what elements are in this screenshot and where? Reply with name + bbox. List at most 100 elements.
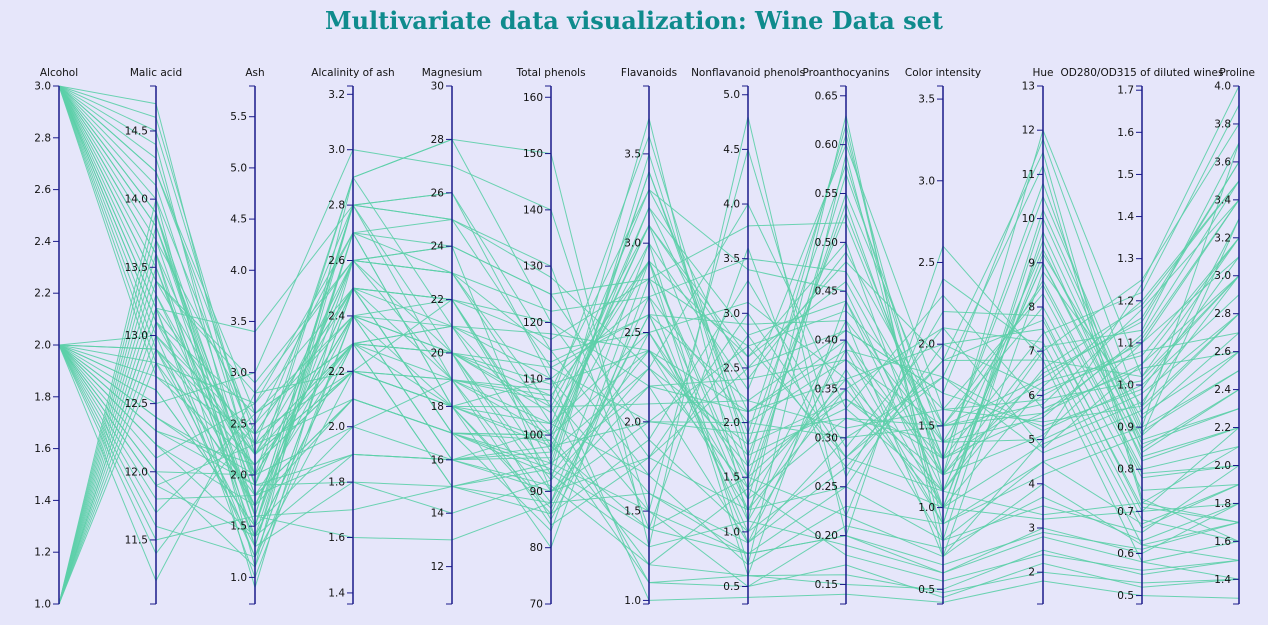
tick-label: 3.0 bbox=[624, 238, 641, 250]
tick-label: 3.6 bbox=[1214, 156, 1231, 168]
axis-hue: 2 3 4 5 6 7 8 9 10 11 12 13 Hue bbox=[1022, 67, 1054, 605]
tick-label: 12.5 bbox=[125, 398, 148, 410]
tick-label: 3.0 bbox=[34, 81, 51, 93]
axes-layer: 1.0 1.2 1.4 1.6 1.8 2.0 2.2 2.4 2.6 2.8 3.0 Alcohol… bbox=[34, 67, 1255, 611]
tick-label: 2.2 bbox=[1214, 422, 1231, 434]
tick-label: 1.8 bbox=[34, 391, 51, 403]
tick-label: 16 bbox=[431, 454, 445, 466]
tick-label: 3.8 bbox=[1214, 118, 1231, 130]
tick-label: 0.8 bbox=[1117, 464, 1134, 476]
tick-label: 2.8 bbox=[328, 200, 345, 212]
tick-label: 3.0 bbox=[328, 144, 345, 156]
tick-label: 2.2 bbox=[328, 366, 345, 378]
tick-label: 140 bbox=[523, 204, 543, 216]
tick-label: 0.6 bbox=[1117, 548, 1134, 560]
tick-label: 11 bbox=[1022, 169, 1035, 181]
tick-label: 0.5 bbox=[1117, 590, 1134, 602]
tick-label: 20 bbox=[431, 348, 444, 360]
tick-label: 1.5 bbox=[624, 506, 641, 518]
axis-label: Color intensity bbox=[905, 67, 981, 79]
tick-label: 5.0 bbox=[230, 162, 247, 174]
tick-label: 4.5 bbox=[230, 214, 247, 226]
tick-label: 0.65 bbox=[815, 90, 838, 102]
tick-label: 1.6 bbox=[34, 443, 51, 455]
tick-label: 7 bbox=[1028, 346, 1035, 358]
tick-label: 1.7 bbox=[1117, 85, 1134, 97]
tick-label: 18 bbox=[431, 401, 444, 413]
tick-label: 2.0 bbox=[918, 339, 935, 351]
tick-label: 1.5 bbox=[230, 521, 247, 533]
tick-label: 13 bbox=[1022, 81, 1035, 93]
tick-label: 3.5 bbox=[624, 148, 641, 160]
tick-label: 100 bbox=[523, 430, 543, 442]
tick-label: 1.1 bbox=[1117, 337, 1134, 349]
axis-flavanoids: 1.0 1.5 2.0 2.5 3.0 3.5 Flavanoids bbox=[621, 67, 677, 607]
tick-label: 90 bbox=[530, 486, 543, 498]
tick-label: 2.5 bbox=[918, 257, 935, 269]
tick-label: 0.60 bbox=[815, 139, 838, 151]
axis-label: Nonflavanoid phenols bbox=[691, 67, 805, 79]
axis-alcohol: 1.0 1.2 1.4 1.6 1.8 2.0 2.2 2.4 2.6 2.8 3.0 Alcohol bbox=[34, 67, 78, 611]
tick-label: 1.5 bbox=[918, 420, 935, 432]
tick-label: 0.7 bbox=[1117, 506, 1134, 518]
tick-label: 1.0 bbox=[1117, 380, 1134, 392]
axis-label: Proline bbox=[1219, 67, 1255, 79]
tick-label: 80 bbox=[530, 542, 543, 554]
tick-label: 0.50 bbox=[815, 237, 838, 249]
tick-label: 12.0 bbox=[125, 466, 148, 478]
tick-label: 3.4 bbox=[1214, 194, 1231, 206]
tick-label: 3.0 bbox=[723, 308, 740, 320]
tick-label: 14.5 bbox=[125, 125, 148, 137]
tick-label: 1.0 bbox=[723, 526, 740, 538]
tick-label: 3.5 bbox=[230, 316, 247, 328]
axis-label: OD280/OD315 of diluted wines bbox=[1061, 67, 1224, 79]
tick-label: 1.6 bbox=[328, 532, 345, 544]
tick-label: 0.40 bbox=[815, 335, 838, 347]
tick-label: 2.6 bbox=[34, 184, 51, 196]
axis-label: Alcalinity of ash bbox=[311, 67, 394, 79]
tick-label: 10 bbox=[1022, 213, 1035, 225]
tick-label: 0.15 bbox=[815, 579, 838, 591]
tick-label: 11.5 bbox=[125, 534, 148, 546]
tick-label: 2.6 bbox=[328, 255, 345, 267]
tick-label: 3.2 bbox=[1214, 232, 1231, 244]
chart-title: Multivariate data visualization: Wine Da… bbox=[325, 6, 943, 35]
axis-label: Malic acid bbox=[130, 67, 182, 79]
tick-label: 5 bbox=[1028, 434, 1035, 446]
axis-proanthocyanins: 0.15 0.20 0.25 0.30 0.35 0.40 0.45 0.50 0.55 0.60… bbox=[802, 67, 890, 605]
tick-label: 0.25 bbox=[815, 481, 838, 493]
tick-label: 3.5 bbox=[918, 94, 935, 106]
tick-label: 2.0 bbox=[624, 416, 641, 428]
tick-label: 130 bbox=[523, 261, 543, 273]
tick-label: 12 bbox=[1022, 125, 1035, 137]
tick-label: 2.5 bbox=[230, 418, 247, 430]
tick-label: 110 bbox=[523, 373, 543, 385]
axis-proline: 1.4 1.6 1.8 2.0 2.2 2.4 2.6 2.8 3.0 3.2 3.4 3.6 3.8 4… bbox=[1214, 67, 1255, 605]
tick-label: 3.0 bbox=[1214, 270, 1231, 282]
tick-label: 1.0 bbox=[624, 595, 641, 607]
tick-label: 2.4 bbox=[34, 236, 51, 248]
tick-label: 2.0 bbox=[230, 470, 247, 482]
tick-label: 12 bbox=[431, 561, 444, 573]
tick-label: 1.5 bbox=[723, 472, 740, 484]
tick-label: 13.0 bbox=[125, 330, 148, 342]
axis-alcalinity-of-ash: 1.4 1.6 1.8 2.0 2.2 2.4 2.6 2.8 3.0 3.2 Alcalinity… bbox=[311, 67, 395, 605]
tick-label: 5.0 bbox=[723, 89, 740, 101]
tick-label: 2.5 bbox=[723, 362, 740, 374]
tick-label: 2.2 bbox=[34, 288, 51, 300]
tick-label: 3 bbox=[1028, 522, 1035, 534]
tick-label: 1.8 bbox=[328, 477, 345, 489]
tick-label: 160 bbox=[523, 92, 543, 104]
axis-label: Total phenols bbox=[515, 67, 585, 79]
axis-label: Proanthocyanins bbox=[802, 67, 889, 79]
tick-label: 30 bbox=[431, 81, 444, 93]
axis-label: Magnesium bbox=[422, 67, 483, 79]
tick-label: 4 bbox=[1028, 478, 1035, 490]
axis-label: Flavanoids bbox=[621, 67, 677, 79]
tick-label: 1.5 bbox=[1117, 169, 1134, 181]
tick-label: 0.5 bbox=[723, 581, 740, 593]
tick-label: 1.6 bbox=[1214, 536, 1231, 548]
axis-label: Alcohol bbox=[40, 67, 78, 79]
tick-label: 1.6 bbox=[1117, 127, 1134, 139]
tick-label: 1.0 bbox=[34, 599, 51, 611]
